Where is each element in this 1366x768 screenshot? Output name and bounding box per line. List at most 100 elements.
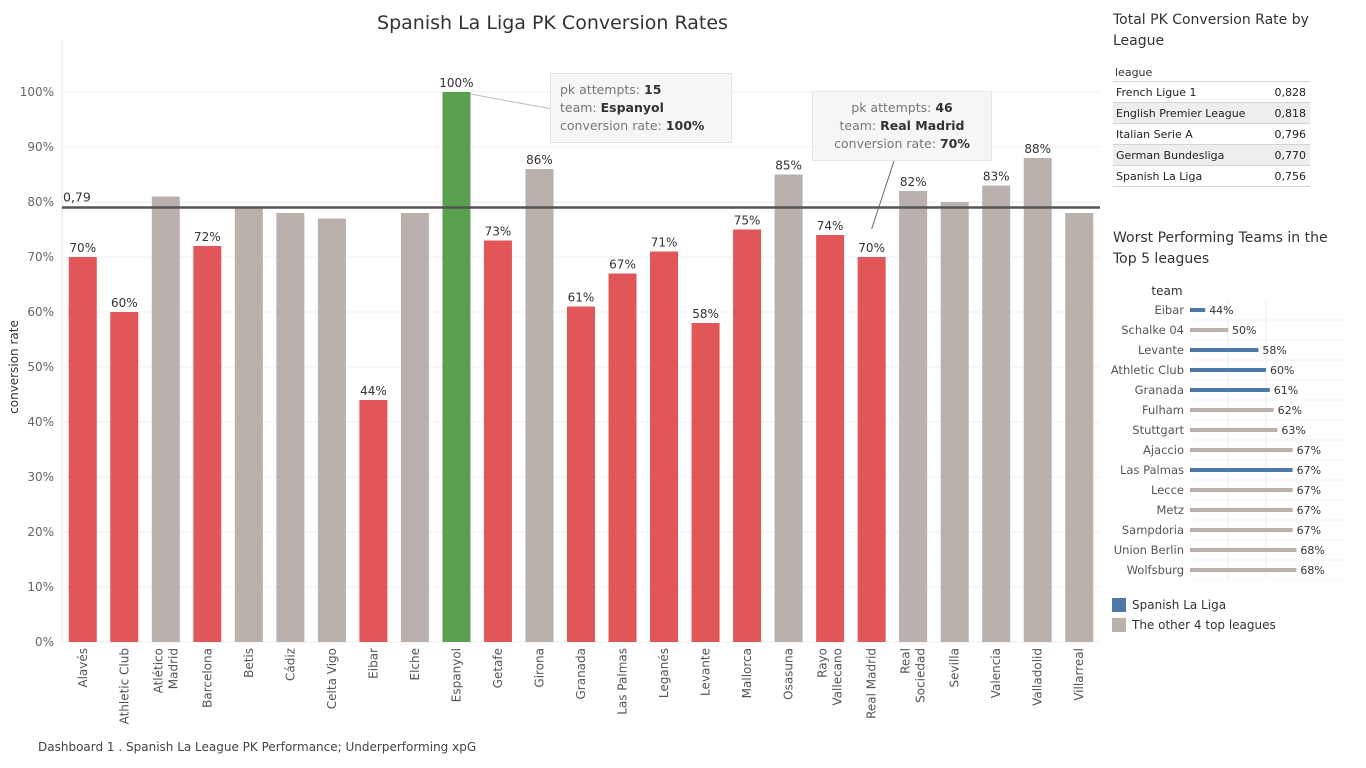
dashboard-footer: Dashboard 1 . Spanish La League PK Perfo… [38,740,477,754]
tooltip-real-madrid: pk attempts: 46 team: Real Madrid conver… [812,91,992,161]
bar [733,229,762,642]
x-tick-label: Eibar [366,648,380,679]
x-tick-label: Osasuna [782,648,796,700]
x-tick-label: Mallorca [740,648,754,698]
bar [400,213,429,642]
bar [193,246,222,642]
table-row[interactable]: Spanish La Liga 0,756 [1113,165,1310,187]
bar [1190,508,1293,512]
tooltip-rate-label: conversion rate: [834,136,936,151]
x-tick-label: Madrid [166,648,180,689]
league-name: English Premier League [1116,106,1246,120]
bar [1190,528,1293,532]
data-label: 73% [485,225,512,239]
x-tick-label: Leganés [657,648,671,698]
x-tick-label: Levante [699,648,713,696]
data-label: 68% [1300,544,1324,557]
legend-item-other-leagues[interactable]: The other 4 top leagues [1112,615,1276,635]
table-row[interactable]: French Ligue 1 0,828 [1113,81,1310,103]
data-label: 85% [775,159,802,173]
y-tick-label: 90% [27,140,54,154]
data-label: 61% [1274,384,1298,397]
y-axis-label: conversion rate [7,320,21,414]
team-label: Granada [1135,383,1184,397]
bar [1190,488,1293,492]
bar [1190,408,1274,412]
bar [483,240,512,642]
x-tick-label: Sevilla [948,648,962,687]
team-label: Stuttgart [1132,423,1184,437]
team-label: Fulham [1142,403,1184,417]
x-tick-label: Espanyol [449,648,463,702]
bar [234,207,263,642]
table-row[interactable]: German Bundesliga 0,770 [1113,144,1310,166]
league-rate: 0,818 [1274,106,1307,120]
legend-item-la-liga[interactable]: Spanish La Liga [1112,595,1276,615]
bar [774,174,803,642]
data-label: 63% [1281,424,1305,437]
x-tick-label: Granada [574,648,588,700]
x-tick-label: Getafe [491,648,505,688]
team-label: Lecce [1151,483,1184,497]
bar [1190,548,1297,552]
data-label: 61% [568,291,595,305]
bar [857,257,886,642]
data-label: 58% [1262,344,1286,357]
bar [1190,568,1297,572]
data-label: 88% [1024,142,1051,156]
data-label: 72% [194,230,221,244]
data-label: 100% [439,76,473,90]
tooltip-team-value: Espanyol [600,100,664,115]
data-label: 67% [1297,484,1321,497]
team-label: Union Berlin [1114,543,1184,557]
data-label: 67% [1297,504,1321,517]
league-rate: 0,796 [1274,127,1307,141]
team-label: Levante [1138,343,1184,357]
tooltip-leader-line [470,93,553,110]
data-label: 70% [69,241,96,255]
bar [317,218,346,642]
x-tick-label: Real [899,648,913,674]
bar [1190,348,1259,352]
bar [68,257,97,642]
team-label: Las Palmas [1120,463,1184,477]
team-label: Ajaccio [1143,443,1184,457]
data-label: 67% [1297,464,1321,477]
data-label: 71% [651,236,678,250]
x-tick-label: Betis [242,648,256,678]
league-name: Spanish La Liga [1116,169,1203,183]
x-tick-label: Atlético [151,648,165,693]
tooltip-rate-value: 100% [665,118,705,133]
y-tick-label: 10% [27,580,54,594]
legend-label: The other 4 top leagues [1132,618,1276,632]
bar [1023,158,1052,642]
x-tick-label: Athletic Club [117,648,131,724]
bar [110,312,139,642]
x-tick-label: Elche [408,648,422,681]
bar [359,400,388,642]
table-row[interactable]: Italian Serie A 0,796 [1113,123,1310,145]
data-label: 44% [360,384,387,398]
x-tick-label: Celta Vigo [325,648,339,709]
league-table: French Ligue 1 0,828 English Premier Leag… [1113,81,1310,187]
bar [816,235,845,642]
legend: Spanish La Liga The other 4 top leagues [1112,595,1276,635]
x-tick-label: Valladolid [1031,648,1045,706]
chart-title: Spanish La Liga PK Conversion Rates [377,12,728,34]
tooltip-leader-line [871,157,896,230]
bar [1190,388,1270,392]
tooltip-attempts-value: 46 [935,100,953,115]
y-tick-label: 100% [20,85,54,99]
bar [525,169,554,642]
league-column-header: league [1115,66,1153,79]
y-tick-label: 0% [35,635,54,649]
data-label: 74% [817,219,844,233]
bar [1190,368,1266,372]
x-tick-label: Valencia [989,648,1003,698]
table-row[interactable]: English Premier League 0,818 [1113,102,1310,124]
league-rate: 0,828 [1274,85,1307,99]
worst-column-header: team [1151,284,1182,298]
data-label: 68% [1300,564,1324,577]
y-tick-label: 60% [27,305,54,319]
bar [1190,448,1293,452]
